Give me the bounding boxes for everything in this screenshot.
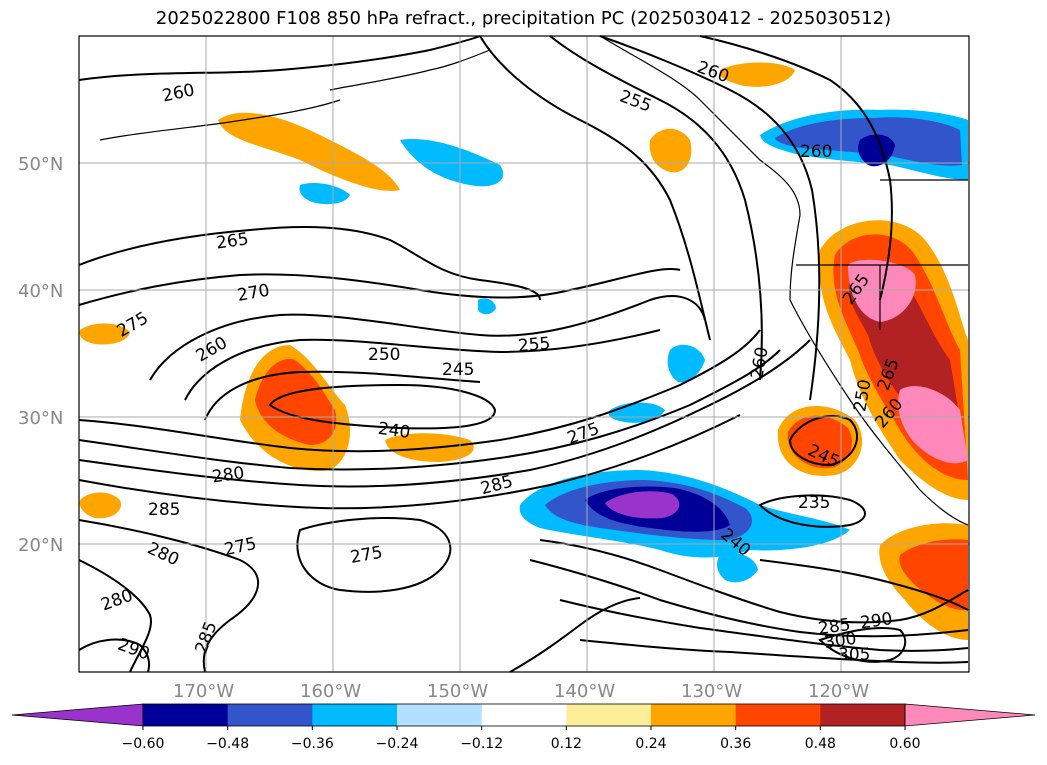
colorbar: −0.60 −0.48 −0.36 −0.24 −0.12 0.12 0.24 0.36 0.4… xyxy=(11,703,1036,752)
contour-label: 260 xyxy=(800,142,832,162)
colorbar-segment xyxy=(820,704,906,726)
contour-label: 285 xyxy=(817,615,852,639)
lat-label: 40°N xyxy=(18,281,63,302)
contour-label: 280 xyxy=(211,463,246,487)
contour-label: 255 xyxy=(517,334,551,357)
coastlines xyxy=(99,35,969,526)
contour-labels: 260 265 270 275 260 250 245 240 280 285 … xyxy=(98,57,907,665)
contour-label: 235 xyxy=(798,493,830,513)
colorbar-tick-label: 0.48 xyxy=(805,736,836,752)
map-title: 2025022800 F108 850 hPa refract., precip… xyxy=(155,8,892,29)
lat-label: 30°N xyxy=(18,408,63,429)
lon-label: 160°W xyxy=(300,681,361,702)
contour-label: 245 xyxy=(442,360,474,380)
colorbar-tick-label: −0.12 xyxy=(460,736,503,752)
colorbar-segment xyxy=(481,704,567,726)
contour-label: 285 xyxy=(148,500,180,520)
map-border xyxy=(78,35,970,673)
refractivity-contours xyxy=(78,35,969,673)
lat-label: 50°N xyxy=(18,154,63,175)
lon-label: 170°W xyxy=(173,681,234,702)
colorbar-tick-label: −0.48 xyxy=(206,736,249,752)
colorbar-tick-label: −0.36 xyxy=(291,736,334,752)
graticule xyxy=(79,36,969,672)
latitude-labels: 20°N 30°N 40°N 50°N xyxy=(18,154,63,556)
colorbar-segment xyxy=(312,704,398,726)
colorbar-extend-high xyxy=(904,703,1036,727)
contour-label: 240 xyxy=(377,419,412,443)
lon-label: 140°W xyxy=(554,681,615,702)
lon-label: 120°W xyxy=(808,681,869,702)
lon-label: 130°W xyxy=(681,681,742,702)
lat-label: 20°N xyxy=(18,535,63,556)
colorbar-tick-label: 0.60 xyxy=(889,736,920,752)
contour-label: 305 xyxy=(838,645,870,665)
colorbar-tick-label: 0.24 xyxy=(635,736,666,752)
colorbar-tick-label: −0.24 xyxy=(376,736,419,752)
colorbar-segment xyxy=(651,704,737,726)
colorbar-segment xyxy=(735,704,821,726)
contour-label: 250 xyxy=(368,345,400,365)
contour-label: 300 xyxy=(823,629,858,653)
colorbar-segment xyxy=(397,704,483,726)
colorbar-extend-low xyxy=(11,703,144,727)
colorbar-tick-label: −0.60 xyxy=(122,736,165,752)
contour-label: 265 xyxy=(215,229,250,253)
colorbar-tick-label: 0.12 xyxy=(551,736,582,752)
lon-label: 150°W xyxy=(427,681,488,702)
colorbar-segment xyxy=(143,704,229,726)
longitude-labels: 170°W 160°W 150°W 140°W 130°W 120°W xyxy=(173,681,869,702)
colorbar-border xyxy=(142,703,906,727)
colorbar-segment xyxy=(227,704,313,726)
colorbar-segment xyxy=(566,704,652,726)
contour-label: 290 xyxy=(859,609,894,633)
colorbar-tick-label: 0.36 xyxy=(720,736,751,752)
